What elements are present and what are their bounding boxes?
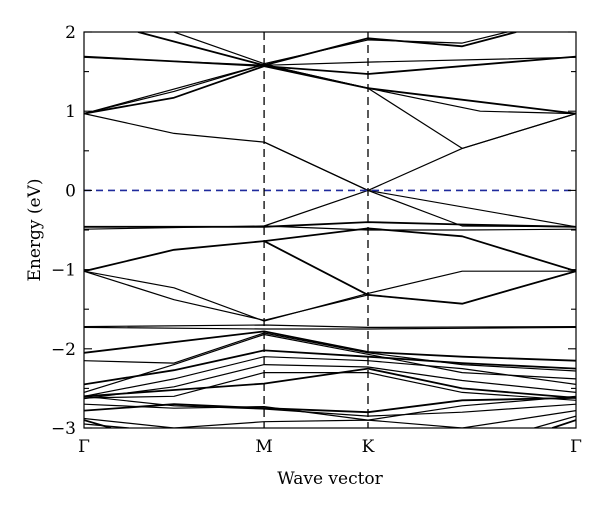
x-tick-label-1: M bbox=[255, 437, 272, 457]
band-line-27 bbox=[84, 397, 576, 414]
band-line-24 bbox=[84, 367, 576, 399]
y-tick-label: 0 bbox=[65, 181, 76, 201]
band-line-8 bbox=[263, 141, 576, 228]
y-axis-ticks: −3 −2 −1 0 1 2 bbox=[51, 23, 576, 439]
y-tick-label: −1 bbox=[51, 261, 76, 281]
band-line-30 bbox=[84, 419, 112, 428]
y-axis-label: Energy (eV) bbox=[25, 178, 45, 281]
band-line-32 bbox=[534, 415, 576, 428]
band-line-15 bbox=[263, 240, 576, 305]
band-line-3 bbox=[84, 65, 576, 115]
band-line-1 bbox=[84, 56, 576, 66]
x-axis-label: Wave vector bbox=[277, 469, 383, 489]
band-line-25 bbox=[84, 372, 576, 401]
band-line-20 bbox=[84, 333, 576, 393]
y-tick-label: −3 bbox=[51, 419, 76, 439]
band-lines bbox=[84, 32, 576, 428]
x-tick-label-3: Γ bbox=[570, 437, 582, 457]
band-line-33 bbox=[551, 419, 576, 428]
band-line-26 bbox=[84, 395, 576, 421]
band-line-12 bbox=[84, 227, 576, 273]
band-line-17 bbox=[84, 326, 576, 330]
band-line-11 bbox=[263, 113, 576, 227]
band-line-23 bbox=[84, 364, 576, 400]
y-tick-label: 2 bbox=[65, 23, 76, 43]
y-tick-label: −2 bbox=[51, 340, 76, 360]
high-symmetry-markers bbox=[263, 32, 369, 428]
band-line-7 bbox=[173, 32, 508, 65]
band-line-14 bbox=[84, 270, 576, 321]
band-line-13 bbox=[84, 270, 576, 322]
band-line-19 bbox=[84, 332, 576, 372]
y-tick-label: 1 bbox=[65, 102, 76, 122]
band-line-9 bbox=[84, 221, 576, 228]
band-line-21 bbox=[84, 349, 576, 386]
band-line-31 bbox=[84, 423, 130, 428]
band-line-22 bbox=[84, 356, 576, 397]
band-line-16 bbox=[84, 324, 576, 328]
x-tick-label-2: K bbox=[362, 437, 375, 457]
band-line-28 bbox=[84, 395, 576, 417]
band-line-29 bbox=[84, 410, 576, 428]
band-line-2 bbox=[84, 113, 576, 228]
x-tick-label-0: Γ bbox=[78, 437, 90, 457]
